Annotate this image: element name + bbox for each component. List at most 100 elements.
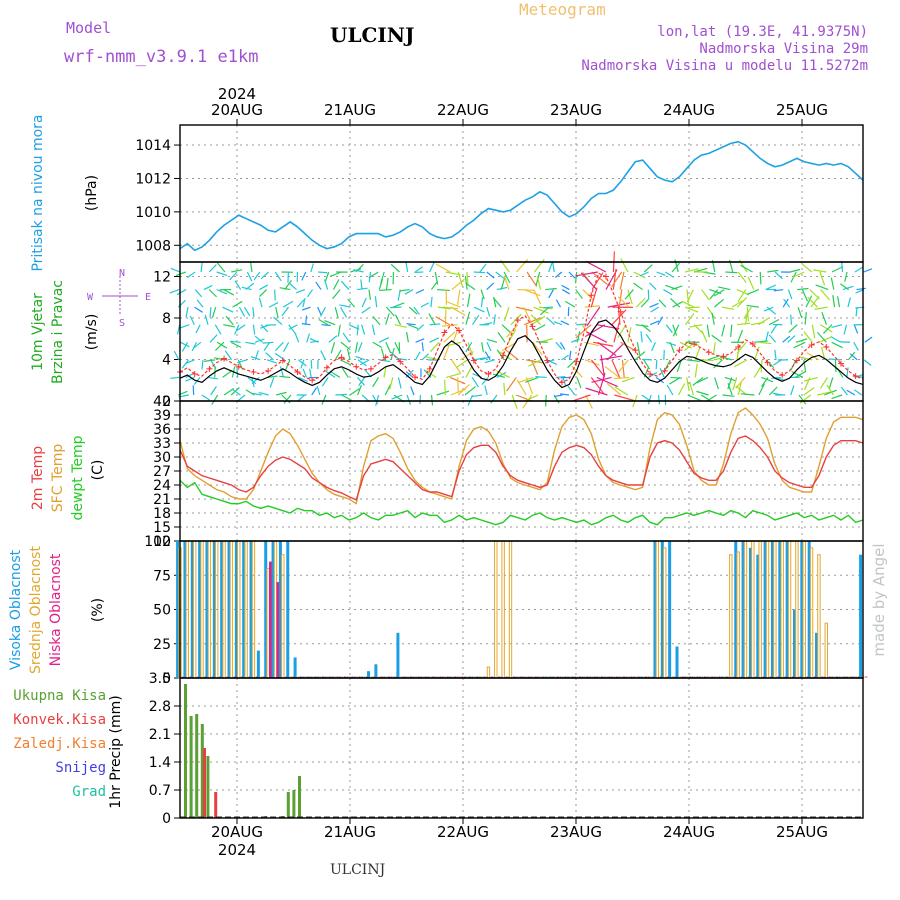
- y-tick-label: 4: [162, 353, 171, 369]
- wind-arrow: [526, 271, 538, 287]
- wind-arrow: [356, 324, 359, 336]
- cloud-bar: [266, 567, 270, 679]
- wind-arrow: [686, 306, 700, 309]
- wind-arrow: [686, 289, 694, 303]
- cloud-mid-label: Srednja Oblacnost: [28, 546, 44, 674]
- wind-arrow: [342, 332, 350, 343]
- model-label: Model: [66, 19, 112, 37]
- wind-arrow: [856, 287, 866, 291]
- wind-arrow: [658, 299, 667, 308]
- pressure-unit-label: (hPa): [84, 175, 100, 211]
- wind-arrow: [283, 342, 290, 353]
- wind-arrow: [246, 271, 253, 282]
- wind-arrow: [532, 341, 543, 356]
- wind-arrow: [820, 289, 831, 301]
- wind-arrow: [310, 359, 313, 369]
- wind-arrow: [372, 341, 383, 348]
- wind-arrow: [234, 280, 242, 290]
- wind-arrow: [736, 346, 740, 360]
- y-tick-label: 2.1: [149, 727, 171, 743]
- wind-arrow: [593, 341, 614, 347]
- wind-arrow: [831, 266, 844, 273]
- y-tick-label: 100: [144, 534, 171, 550]
- wind-arrow: [329, 370, 341, 378]
- wind-arrow: [321, 394, 327, 405]
- wind-arrow: [481, 342, 484, 353]
- wind-arrow: [787, 335, 796, 343]
- wind-arrow: [824, 389, 837, 396]
- wind-arrow: [279, 366, 285, 378]
- gust-marker: [412, 374, 419, 381]
- wind-arrow: [247, 376, 257, 385]
- model-altitude-label: Nadmorska Visina u modelu 11.5272m: [581, 58, 868, 74]
- gust-marker: [661, 367, 668, 374]
- wind-arrow: [252, 324, 256, 335]
- wind-arrow: [737, 329, 744, 343]
- y-tick-label: 50: [153, 603, 171, 619]
- wind-arrow: [568, 271, 576, 279]
- pressure-series-label: Pritisak na nivou mora: [30, 114, 46, 271]
- wind-arrow: [617, 306, 621, 325]
- wind-arrow: [504, 348, 519, 361]
- wind-arrow: [567, 385, 576, 396]
- wind-arrow: [479, 263, 487, 273]
- cloud-bar: [264, 541, 268, 678]
- wind-speed-line: [179, 319, 864, 389]
- wind-arrow: [260, 324, 269, 333]
- wind-arrow: [467, 342, 474, 356]
- y-tick-label: 15: [153, 520, 171, 536]
- wind-arrow: [191, 342, 198, 352]
- wind-arrow: [281, 306, 289, 317]
- wind-arrow: [863, 268, 873, 273]
- gust-marker: [529, 323, 536, 330]
- wind-arrow: [523, 306, 532, 324]
- wind-arrow: [397, 377, 402, 389]
- wind-arrow: [300, 359, 305, 369]
- y-tick-label: 42: [153, 394, 171, 410]
- wind-arrow: [515, 394, 533, 402]
- wind-arrow: [232, 300, 243, 308]
- wind-arrow: [590, 287, 598, 308]
- wind-arrow: [435, 316, 451, 326]
- wind-arrow: [719, 356, 733, 361]
- wind-arrow: [201, 394, 211, 401]
- wind-arrow: [465, 311, 471, 325]
- wind-arrow: [420, 302, 429, 308]
- wind-arrow: [773, 288, 784, 292]
- wind-arrow: [689, 324, 703, 328]
- y-tick-label: 0: [162, 671, 171, 687]
- wind-arrow: [790, 268, 801, 273]
- wind-arrow: [486, 306, 491, 317]
- wind-arrow: [334, 349, 342, 361]
- wind-arrow: [617, 296, 630, 308]
- wind-arrow: [413, 306, 420, 315]
- wind-arrow: [500, 277, 506, 290]
- y-tick-label: 24: [153, 478, 171, 494]
- wind-arrow: [836, 296, 841, 308]
- y-tick-label: 12: [153, 270, 171, 286]
- wind-arrow: [392, 302, 405, 308]
- wind-arrow: [782, 298, 789, 308]
- wind-arrow: [853, 341, 859, 351]
- wind-arrow: [340, 341, 351, 351]
- wind-arrow: [684, 268, 699, 273]
- cloud-bar: [207, 540, 212, 679]
- wind-arrow: [455, 359, 468, 369]
- wind-arrow: [548, 289, 554, 299]
- wind-arrow: [559, 341, 566, 350]
- wind-arrow: [768, 318, 780, 326]
- wind-arrow: [846, 367, 849, 378]
- wind-arrow: [606, 382, 622, 396]
- wind-arrow: [490, 394, 498, 404]
- wind-arrow: [379, 359, 391, 363]
- wind-arrow: [214, 324, 222, 335]
- gust-marker: [250, 368, 257, 375]
- wind-arrow: [758, 341, 772, 345]
- cloud-bar: [809, 547, 814, 679]
- wind-arrow: [330, 271, 342, 277]
- wind-arrow: [576, 377, 582, 389]
- day-label-bottom: 23AUG: [550, 823, 602, 841]
- wind-arrow: [633, 282, 643, 291]
- wind-arrow: [706, 306, 715, 318]
- wind-arrow: [274, 271, 282, 282]
